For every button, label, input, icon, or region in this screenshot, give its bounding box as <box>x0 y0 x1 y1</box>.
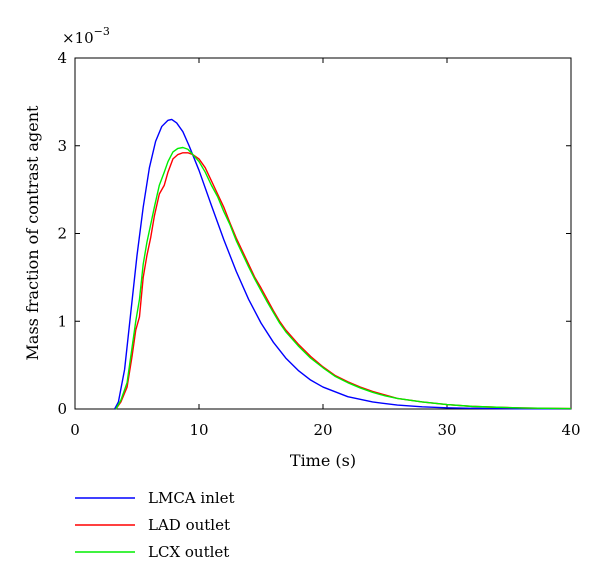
series-line-3 <box>115 146 572 410</box>
x-tick-label: 10 <box>189 421 208 439</box>
x-tick-label: 0 <box>70 421 80 439</box>
x-tick-label: 20 <box>313 421 332 439</box>
axis-tick-labels: 0 10 20 30 40 0 1 2 3 4 <box>57 49 580 439</box>
legend: LMCA inlet LAD outlet LCX outlet <box>75 489 235 561</box>
x-tick-label: 30 <box>437 421 456 439</box>
series-line-1 <box>114 118 572 410</box>
exponent-base: ×10 <box>62 29 94 47</box>
legend-label-2: LAD outlet <box>148 516 230 534</box>
x-tick-label: 40 <box>561 421 580 439</box>
y-tick-label: 4 <box>57 49 67 67</box>
series-line-2 <box>115 152 572 410</box>
y-tick-label: 1 <box>57 312 67 330</box>
y-exponent-label: ×10−3 <box>62 25 110 47</box>
y-tick-label: 0 <box>57 400 67 418</box>
y-tick-label: 2 <box>57 225 67 243</box>
y-axis-label: Mass fraction of contrast agent <box>23 105 42 361</box>
y-tick-label: 3 <box>57 137 67 155</box>
legend-label-1: LMCA inlet <box>148 489 235 507</box>
x-axis-label: Time (s) <box>290 451 356 470</box>
legend-label-3: LCX outlet <box>148 543 229 561</box>
series-lines <box>114 118 572 410</box>
exponent-power: −3 <box>94 25 110 38</box>
